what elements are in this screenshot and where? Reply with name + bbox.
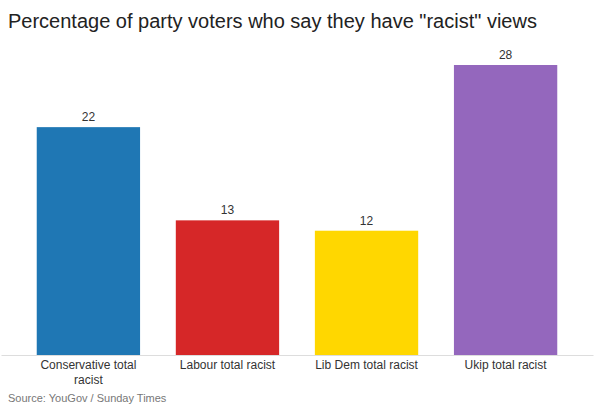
label-line: racist [74,373,103,387]
x-tick: Lib Dem total racist [315,355,418,372]
x-tick-label: Labour total racist [180,358,276,372]
data-labels: 22 13 12 28 [82,48,513,228]
bar [37,127,140,355]
data-label: 13 [221,203,235,217]
title: Percentage of party voters who say they … [8,10,537,32]
chart: Percentage of party voters who say they … [0,0,616,418]
label-line: Ukip total racist [465,358,548,372]
data-label: 12 [360,214,374,228]
bar [176,220,279,355]
x-tick: Conservative totalracist [40,355,136,387]
x-tick-label: Ukip total racist [465,358,548,372]
bars [37,65,558,355]
label-line: Conservative total [40,358,136,372]
x-tick: Ukip total racist [465,355,548,372]
data-label: 28 [499,48,513,62]
x-tick: Labour total racist [180,355,276,372]
x-axis-line [2,355,594,356]
x-tick-label: Lib Dem total racist [315,358,418,372]
label-line: Lib Dem total racist [315,358,418,372]
bar [315,231,418,355]
label-line: Labour total racist [180,358,276,372]
x-axis: Conservative totalracist Labour total rac… [2,355,594,387]
source: Source: YouGov / Sunday Times [8,392,167,404]
bar [454,65,557,355]
data-label: 22 [82,110,96,124]
x-tick-label: Conservative totalracist [40,358,136,387]
